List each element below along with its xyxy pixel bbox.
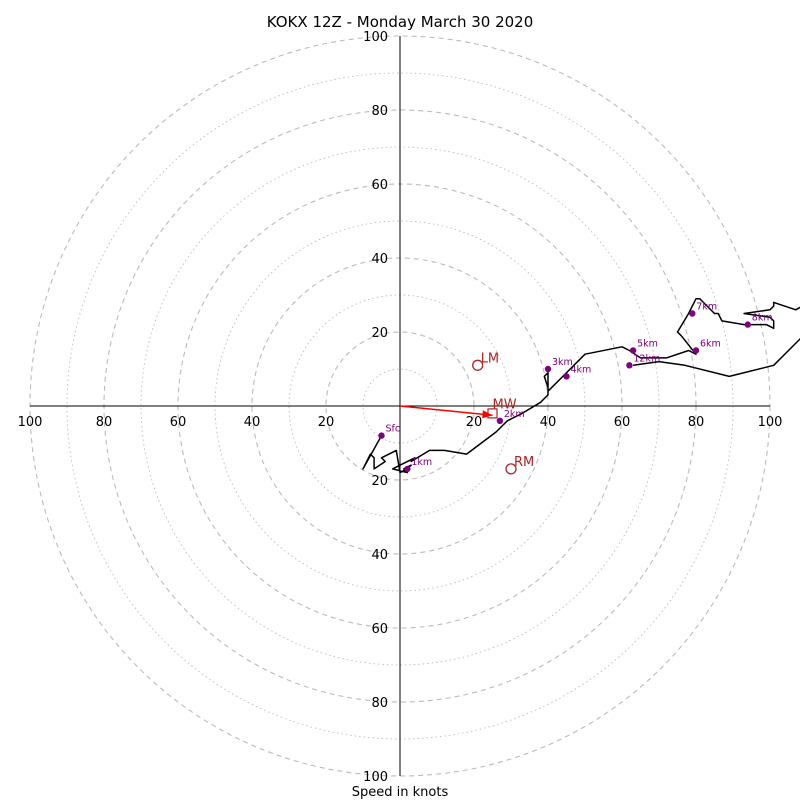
left-mover-marker [472,359,484,371]
height-marker-point [496,417,504,424]
shear-vector-arrowhead [482,410,493,419]
height-marker-label: 4km [571,364,592,375]
height-marker-label: 7km [696,302,717,313]
x-tick-label: 100 [758,415,783,430]
y-tick-label: 20 [371,474,388,489]
height-marker-label: Sfc [386,424,401,435]
height-marker-label: 6km [700,339,721,350]
mean-wind-marker [487,408,498,419]
y-tick-label: 40 [371,252,388,267]
y-tick-label: 60 [371,622,388,637]
height-marker-point [626,362,633,369]
profile-line [362,297,800,474]
height-marker-label: 8km [752,313,773,324]
x-tick-label: 100 [18,415,43,430]
chart-title: KOKX 12Z - Monday March 30 2020 [267,13,534,31]
height-marker-point [689,310,696,317]
height-marker-label: 12km [633,353,660,364]
height-marker-label: 2km [504,409,525,420]
y-tick-label: 80 [371,696,388,711]
left-mover-label: LM [481,351,499,366]
height-marker-point [404,465,411,473]
x-tick-label: 20 [318,415,335,430]
mean-wind-label: MW [493,397,517,412]
y-tick-label: 100 [363,770,388,785]
y-tick-label: 60 [371,178,388,193]
height-marker-point [544,365,552,373]
tick-labels: 20 20 20 20 40 40 40 40 60 60 60 60 80 80 80 80 100 100 10… [18,30,783,785]
y-tick-label: 20 [371,326,388,341]
y-tick-label: 100 [363,30,388,45]
x-tick-label: 60 [614,415,631,430]
height-marker-label: 5km [637,339,658,350]
height-marker-point [378,432,385,439]
storm-motion-markers: LM RM MW [472,351,534,475]
shear-vector [399,405,493,416]
x-tick-label: 80 [688,415,705,430]
x-tick-label: 20 [466,415,483,430]
right-mover-label: RM [514,455,534,470]
right-mover-marker [505,463,517,475]
x-tick-label: 60 [170,415,187,430]
height-marker-label: 3km [552,357,573,368]
height-marker-point [692,347,700,354]
height-marker-point [744,321,751,328]
height-marker-label: 1km [411,457,432,468]
height-marker-point [629,347,637,354]
x-axis-label: Speed in knots [352,785,449,800]
y-tick-label: 80 [371,104,388,119]
y-tick-label: 40 [371,548,388,563]
x-tick-label: 80 [96,415,113,430]
x-tick-label: 40 [244,415,261,430]
x-tick-label: 40 [540,415,557,430]
wind-profile [362,297,800,474]
height-marker-point [563,373,570,380]
